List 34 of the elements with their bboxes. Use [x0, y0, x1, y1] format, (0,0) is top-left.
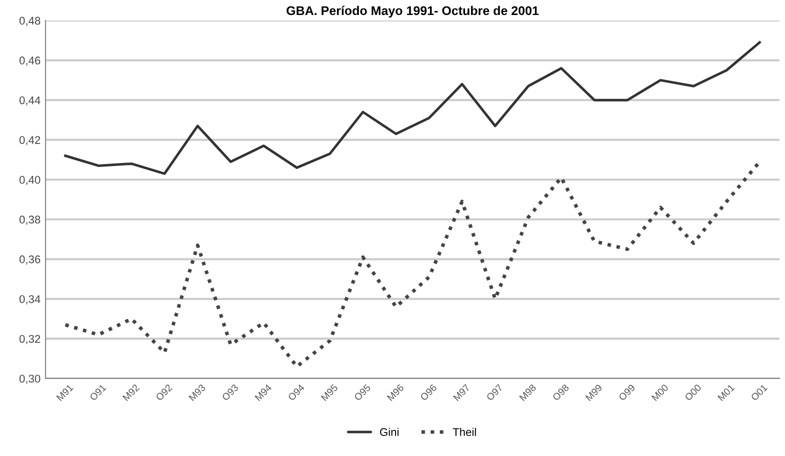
- x-tick-label: O01: [750, 384, 768, 402]
- y-tick-label: 0,30: [19, 374, 40, 384]
- x-tick-label: M94: [254, 384, 272, 402]
- x-tick-label: O96: [420, 384, 438, 402]
- y-tick-label: 0,40: [19, 176, 40, 186]
- y-tick-label: 0,36: [19, 255, 40, 265]
- x-tick-label: M96: [386, 384, 404, 402]
- x-tick-label: M93: [188, 384, 206, 402]
- x-tick-label: O93: [221, 384, 239, 402]
- legend-label: Theil: [452, 428, 476, 436]
- chart-title: GBA. Período Mayo 1991- Octubre de 2001: [286, 6, 539, 18]
- line-series: [64, 41, 761, 175]
- x-tick-label: O97: [486, 384, 504, 402]
- y-tick-label: 0,32: [19, 334, 40, 344]
- x-tick-label: M01: [717, 384, 735, 402]
- y-tick-label: 0,48: [19, 16, 40, 26]
- x-tick-label: M91: [56, 384, 74, 402]
- y-tick-label: 0,42: [19, 136, 40, 146]
- x-tick-label: O99: [618, 384, 636, 402]
- x-tick-label: O92: [155, 384, 173, 402]
- x-tick-label: O00: [684, 384, 702, 402]
- legend-label: Gini: [380, 428, 398, 436]
- y-tick-label: 0,38: [19, 216, 40, 225]
- x-tick-label: M92: [122, 384, 140, 402]
- y-tick-label: 0,44: [19, 96, 40, 106]
- y-tick-label: 0,46: [19, 56, 40, 66]
- x-tick-label: O98: [552, 384, 570, 402]
- x-tick-label: M99: [585, 384, 603, 402]
- x-tick-label: O95: [354, 384, 371, 402]
- x-tick-label: O94: [288, 384, 305, 402]
- x-tick-label: M00: [651, 384, 669, 402]
- x-tick-label: O91: [89, 384, 106, 402]
- x-tick-label: M98: [519, 384, 536, 402]
- y-tick-label: 0,34: [19, 295, 40, 304]
